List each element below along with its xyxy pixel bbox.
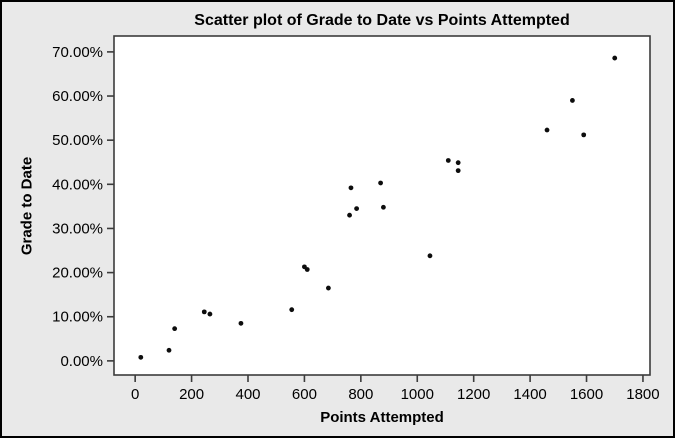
data-point (455, 160, 461, 166)
data-point (138, 354, 144, 360)
x-tick-label: 1800 (626, 386, 659, 403)
data-point (612, 55, 618, 61)
x-tick-label: 400 (235, 386, 260, 403)
data-point (172, 326, 178, 332)
x-tick-label: 1000 (401, 386, 434, 403)
x-tick-label: 800 (348, 386, 373, 403)
data-point (445, 158, 451, 163)
data-point (207, 311, 213, 317)
data-point (348, 185, 354, 191)
data-point (581, 132, 587, 138)
data-point (347, 212, 352, 218)
data-point (570, 98, 575, 103)
y-tick-label: 20.00% (52, 265, 103, 282)
data-point (455, 168, 461, 174)
y-tick-label: 70.00% (52, 44, 103, 61)
y-tick-label: 60.00% (52, 88, 103, 105)
y-tick-label: 30.00% (52, 220, 103, 237)
data-point (238, 320, 244, 326)
y-tick-label: 50.00% (52, 132, 103, 149)
x-tick-label: 600 (292, 386, 317, 403)
y-tick-label: 10.00% (52, 309, 103, 326)
data-point (201, 309, 207, 315)
chart-title: Scatter plot of Grade to Date vs Points … (194, 12, 570, 29)
data-point (354, 206, 360, 211)
data-point (544, 127, 550, 133)
y-tick-label: 40.00% (52, 176, 103, 193)
x-tick-label: 200 (179, 386, 204, 403)
data-point (166, 347, 172, 353)
x-tick-label: 1200 (457, 386, 490, 403)
data-point (289, 307, 295, 313)
data-point (378, 180, 383, 186)
data-point (427, 253, 433, 259)
x-tick-label: 1400 (513, 386, 546, 403)
x-tick-label: 1600 (570, 386, 603, 403)
data-point (326, 285, 331, 291)
x-tick-label: 0 (131, 386, 139, 403)
x-axis-title: Points Attempted (320, 409, 444, 426)
data-point (304, 267, 310, 272)
y-tick-label: 0.00% (60, 353, 103, 370)
data-point (381, 204, 386, 210)
